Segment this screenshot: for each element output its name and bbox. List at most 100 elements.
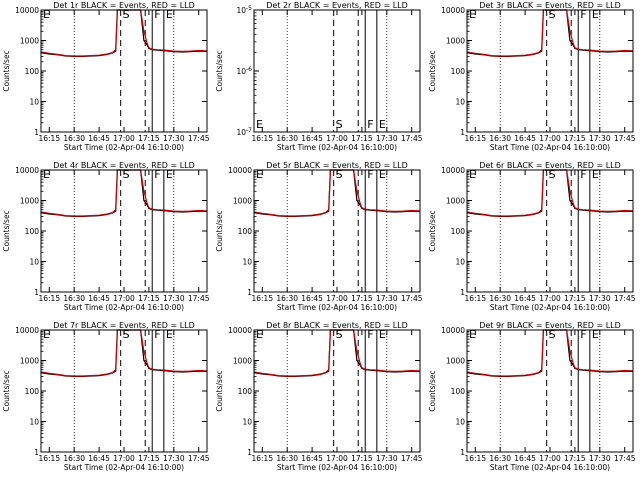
- det6-y-axis-label: Counts/sec: [428, 210, 437, 251]
- det6-marker-label: E: [592, 168, 599, 181]
- det2-x-tick-label: 17:15: [351, 134, 373, 143]
- det4-x-tick-label: 17:15: [138, 294, 160, 303]
- det7-x-tick-label: 16:15: [38, 454, 60, 463]
- det8-y-tick-label: 1000: [233, 357, 252, 366]
- det3-y-tick-label: 100: [451, 67, 466, 76]
- det1-marker-label: E: [166, 8, 173, 21]
- det1-x-tick-label: 17:00: [113, 134, 135, 143]
- det1-x-tick-label: 17:15: [138, 134, 160, 143]
- det2-x-tick-label: 17:30: [376, 134, 398, 143]
- det8-marker-label: E: [379, 328, 386, 341]
- det9-y-tick-label: 1000: [446, 357, 465, 366]
- det2-y-tick-label: 10-7: [236, 127, 252, 137]
- det9-marker-label: F: [580, 328, 586, 341]
- det3-marker-label: E: [469, 8, 476, 21]
- det1-x-tick-label: 16:15: [38, 134, 60, 143]
- det5-marker-label: E: [256, 168, 263, 181]
- det5-marker-label: S: [336, 168, 343, 181]
- det4-marker-label: E: [43, 168, 50, 181]
- det5-marker-label: E: [379, 168, 386, 181]
- det9-y-tick-label: 10: [455, 418, 465, 427]
- det8-title: Det 8r BLACK = Events, RED = LLD: [266, 321, 408, 330]
- det5-y-tick-label: 1: [247, 288, 252, 297]
- det3-y-tick-label: 10000: [441, 6, 465, 15]
- det2-x-tick-label: 17:00: [326, 134, 348, 143]
- det1-y-tick-label: 10: [29, 98, 39, 107]
- det4-x-tick-label: 17:30: [163, 294, 185, 303]
- det5-x-tick-label: 17:30: [376, 294, 398, 303]
- det6-x-tick-label: 16:15: [464, 294, 486, 303]
- det2-marker-label: S: [336, 118, 343, 131]
- det3-x-tick-label: 17:15: [564, 134, 586, 143]
- det2-x-axis-label: Start Time (02-Apr-04 16:10:00): [277, 143, 397, 152]
- det9-title: Det 9r BLACK = Events, RED = LLD: [479, 321, 621, 330]
- det1-marker-label: E: [43, 8, 50, 21]
- det4-marker-label: S: [123, 168, 130, 181]
- det1-y-tick-label: 10000: [15, 6, 39, 15]
- det4-plot-frame: [40, 169, 208, 293]
- det9-y-axis-label: Counts/sec: [428, 370, 437, 411]
- det4-x-tick-label: 16:15: [38, 294, 60, 303]
- det4-y-tick-label: 100: [25, 227, 40, 236]
- det8-marker-label: F: [367, 328, 373, 341]
- det7-marker-label: E: [166, 328, 173, 341]
- det8-y-tick-label: 1: [247, 448, 252, 457]
- det9-x-tick-label: 17:00: [539, 454, 561, 463]
- det5-x-tick-label: 16:45: [301, 294, 323, 303]
- det9-y-tick-label: 10000: [441, 326, 465, 335]
- det1-x-tick-label: 16:30: [63, 134, 85, 143]
- det2-y-tick-label: 10-6: [236, 66, 252, 76]
- det2-marker-label: E: [379, 118, 386, 131]
- det7-marker-label: E: [43, 328, 50, 341]
- det5-x-tick-label: 17:00: [326, 294, 348, 303]
- det3-x-tick-label: 16:30: [489, 134, 511, 143]
- det8-x-tick-label: 17:15: [351, 454, 373, 463]
- det6-x-tick-label: 17:00: [539, 294, 561, 303]
- det1-marker-label: S: [123, 8, 130, 21]
- det9-marker-label: S: [549, 328, 556, 341]
- det3-plot-frame: [466, 9, 634, 133]
- det7-x-tick-label: 16:30: [63, 454, 85, 463]
- det2-x-tick-label: 17:45: [401, 134, 423, 143]
- det5-x-tick-label: 17:15: [351, 294, 373, 303]
- det6-x-axis-label: Start Time (02-Apr-04 16:10:00): [490, 303, 610, 312]
- det5-x-tick-label: 16:30: [276, 294, 298, 303]
- det3-y-tick-label: 10: [455, 98, 465, 107]
- det4-y-tick-label: 1000: [20, 197, 39, 206]
- det9-x-tick-label: 16:45: [514, 454, 536, 463]
- det9-marker-label: E: [592, 328, 599, 341]
- det6-y-tick-label: 100: [451, 227, 466, 236]
- det7-x-tick-label: 16:45: [88, 454, 110, 463]
- det3-x-tick-label: 16:45: [514, 134, 536, 143]
- det8-x-tick-label: 17:30: [376, 454, 398, 463]
- det6-y-tick-label: 1000: [446, 197, 465, 206]
- det3-y-axis-label: Counts/sec: [428, 50, 437, 91]
- det7-y-axis-label: Counts/sec: [2, 370, 11, 411]
- det8-plot-frame: [253, 329, 421, 453]
- det2-x-tick-label: 16:15: [251, 134, 273, 143]
- det3-marker-label: E: [592, 8, 599, 21]
- det1-y-tick-label: 100: [25, 67, 40, 76]
- det7-plot-frame: [40, 329, 208, 453]
- det7-marker-label: S: [123, 328, 130, 341]
- det5-y-tick-label: 10000: [228, 166, 252, 175]
- det8-marker-label: S: [336, 328, 343, 341]
- det5-x-tick-label: 16:15: [251, 294, 273, 303]
- det7-x-axis-label: Start Time (02-Apr-04 16:10:00): [64, 463, 184, 472]
- det6-x-tick-label: 17:30: [589, 294, 611, 303]
- det1-plot-frame: [40, 9, 208, 133]
- det3-x-axis-label: Start Time (02-Apr-04 16:10:00): [490, 143, 610, 152]
- det6-title: Det 6r BLACK = Events, RED = LLD: [479, 161, 621, 170]
- det5-y-tick-label: 1000: [233, 197, 252, 206]
- det7-y-tick-label: 1: [34, 448, 39, 457]
- det7-x-tick-label: 17:45: [188, 454, 210, 463]
- det8-y-axis-label: Counts/sec: [215, 370, 224, 411]
- det7-y-tick-label: 100: [25, 387, 40, 396]
- det1-x-tick-label: 16:45: [88, 134, 110, 143]
- det5-title: Det 5r BLACK = Events, RED = LLD: [266, 161, 408, 170]
